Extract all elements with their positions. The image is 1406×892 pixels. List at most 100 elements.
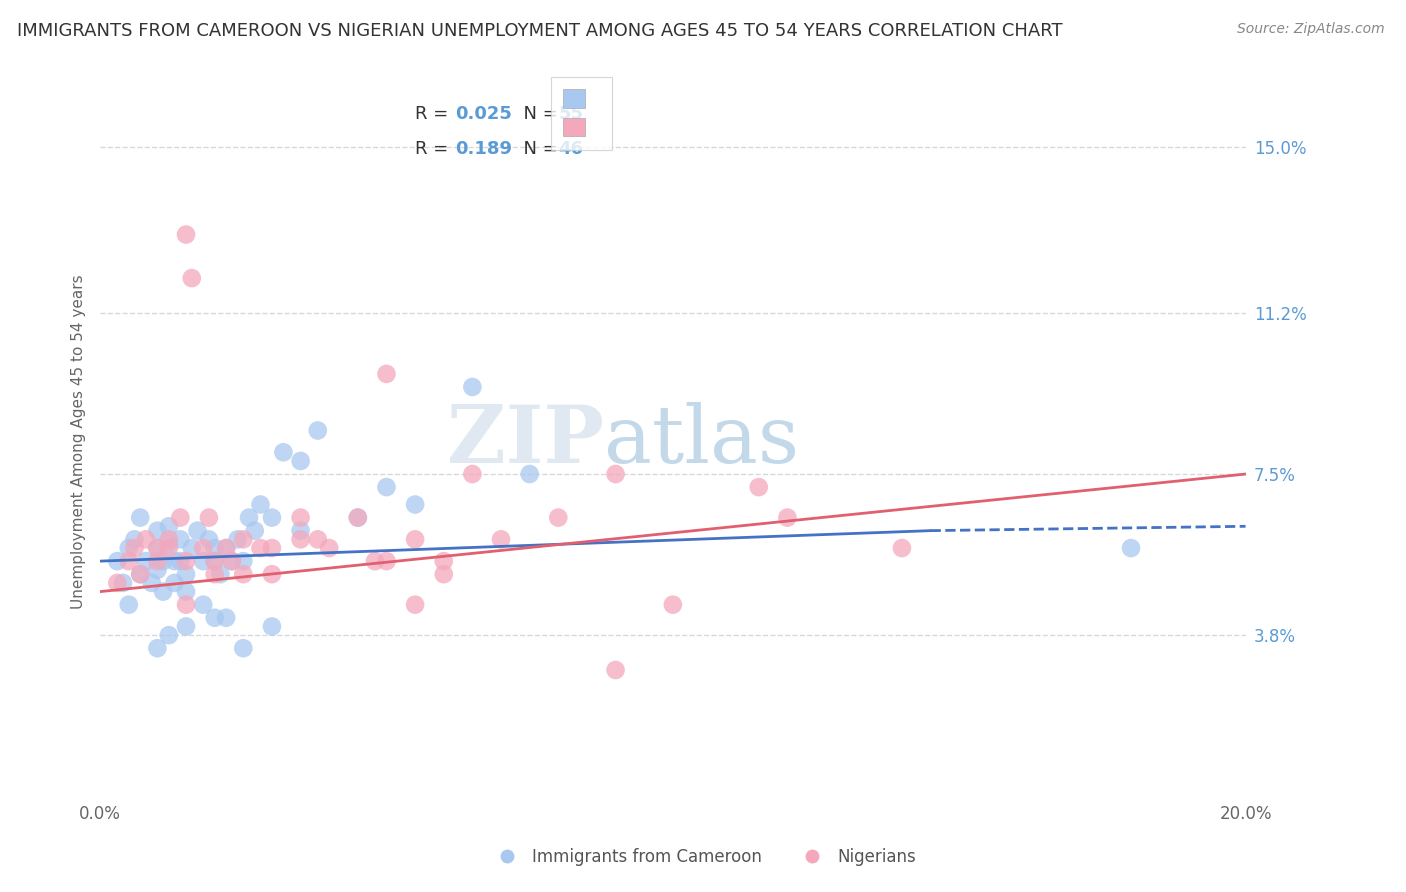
Point — [118, 541, 141, 555]
Point — [433, 567, 456, 582]
Point — [260, 567, 283, 582]
Legend: , : , — [551, 77, 612, 150]
Point — [404, 498, 426, 512]
Point — [129, 567, 152, 582]
Point — [404, 533, 426, 547]
Text: 0.189: 0.189 — [456, 140, 512, 158]
Point — [180, 271, 202, 285]
Point — [204, 554, 226, 568]
Point — [489, 533, 512, 547]
Point — [290, 510, 312, 524]
Text: ZIP: ZIP — [447, 402, 605, 481]
Point — [215, 541, 238, 555]
Point — [174, 227, 197, 242]
Point — [260, 541, 283, 555]
Point — [232, 641, 254, 656]
Legend: Immigrants from Cameroon, Nigerians: Immigrants from Cameroon, Nigerians — [484, 842, 922, 873]
Text: IMMIGRANTS FROM CAMEROON VS NIGERIAN UNEMPLOYMENT AMONG AGES 45 TO 54 YEARS CORR: IMMIGRANTS FROM CAMEROON VS NIGERIAN UNE… — [17, 22, 1063, 40]
Point — [232, 567, 254, 582]
Text: R =: R = — [415, 140, 460, 158]
Point — [221, 554, 243, 568]
Point — [605, 467, 627, 481]
Point — [347, 510, 370, 524]
Point — [146, 563, 169, 577]
Point — [157, 628, 180, 642]
Point — [404, 598, 426, 612]
Point — [260, 510, 283, 524]
Point — [1119, 541, 1142, 555]
Point — [118, 554, 141, 568]
Point — [461, 467, 484, 481]
Point — [204, 611, 226, 625]
Point — [290, 524, 312, 538]
Point — [169, 533, 191, 547]
Text: 55: 55 — [558, 105, 583, 123]
Point — [260, 619, 283, 633]
Text: Source: ZipAtlas.com: Source: ZipAtlas.com — [1237, 22, 1385, 37]
Point — [375, 554, 398, 568]
Point — [174, 619, 197, 633]
Point — [375, 367, 398, 381]
Point — [433, 554, 456, 568]
Point — [129, 567, 152, 582]
Point — [174, 584, 197, 599]
Point — [152, 584, 174, 599]
Point — [249, 541, 271, 555]
Point — [290, 454, 312, 468]
Point — [193, 598, 215, 612]
Point — [157, 519, 180, 533]
Point — [124, 533, 146, 547]
Point — [198, 533, 221, 547]
Point — [243, 524, 266, 538]
Point — [129, 510, 152, 524]
Point — [273, 445, 295, 459]
Point — [238, 510, 260, 524]
Point — [605, 663, 627, 677]
Point — [364, 554, 387, 568]
Point — [232, 533, 254, 547]
Point — [662, 598, 685, 612]
Point — [215, 541, 238, 555]
Point — [307, 424, 329, 438]
Point — [347, 510, 370, 524]
Text: N =: N = — [512, 140, 564, 158]
Point — [174, 567, 197, 582]
Point — [141, 575, 163, 590]
Point — [186, 524, 208, 538]
Point — [204, 541, 226, 555]
Point — [748, 480, 770, 494]
Point — [157, 541, 180, 555]
Text: atlas: atlas — [605, 402, 799, 481]
Y-axis label: Unemployment Among Ages 45 to 54 years: Unemployment Among Ages 45 to 54 years — [72, 274, 86, 608]
Point — [157, 537, 180, 551]
Point — [221, 554, 243, 568]
Point — [307, 533, 329, 547]
Point — [146, 641, 169, 656]
Text: 46: 46 — [558, 140, 583, 158]
Point — [163, 575, 186, 590]
Point — [193, 554, 215, 568]
Point — [146, 541, 169, 555]
Point — [290, 533, 312, 547]
Point — [375, 480, 398, 494]
Point — [215, 611, 238, 625]
Text: N =: N = — [512, 105, 564, 123]
Point — [204, 567, 226, 582]
Point — [226, 533, 249, 547]
Point — [547, 510, 569, 524]
Point — [169, 510, 191, 524]
Point — [890, 541, 912, 555]
Point — [169, 554, 191, 568]
Text: 0.025: 0.025 — [456, 105, 512, 123]
Point — [112, 575, 135, 590]
Point — [157, 533, 180, 547]
Text: R =: R = — [415, 105, 460, 123]
Point — [204, 554, 226, 568]
Point — [180, 541, 202, 555]
Point — [146, 554, 169, 568]
Point — [135, 554, 157, 568]
Point — [146, 541, 169, 555]
Point — [105, 554, 128, 568]
Point — [193, 541, 215, 555]
Point — [519, 467, 541, 481]
